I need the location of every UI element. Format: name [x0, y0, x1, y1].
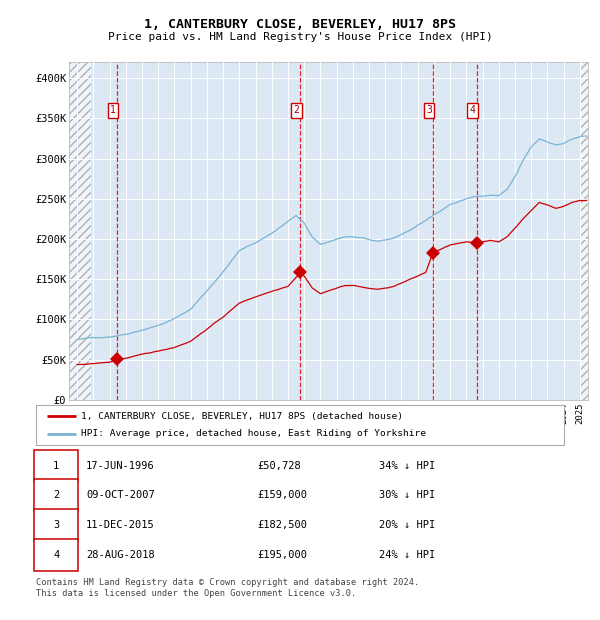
Text: £195,000: £195,000	[258, 550, 308, 560]
Text: 17-JUN-1996: 17-JUN-1996	[86, 461, 155, 471]
Text: 20% ↓ HPI: 20% ↓ HPI	[379, 520, 436, 530]
Text: Price paid vs. HM Land Registry's House Price Index (HPI): Price paid vs. HM Land Registry's House …	[107, 32, 493, 42]
FancyBboxPatch shape	[36, 405, 564, 445]
FancyBboxPatch shape	[34, 509, 78, 541]
Text: 1: 1	[110, 105, 116, 115]
FancyBboxPatch shape	[34, 539, 78, 571]
Text: 30% ↓ HPI: 30% ↓ HPI	[379, 490, 436, 500]
Text: 3: 3	[426, 105, 432, 115]
Text: £50,728: £50,728	[258, 461, 302, 471]
Text: 3: 3	[53, 520, 59, 530]
Text: 28-AUG-2018: 28-AUG-2018	[86, 550, 155, 560]
Text: 24% ↓ HPI: 24% ↓ HPI	[379, 550, 436, 560]
Text: 34% ↓ HPI: 34% ↓ HPI	[379, 461, 436, 471]
Text: Contains HM Land Registry data © Crown copyright and database right 2024.: Contains HM Land Registry data © Crown c…	[36, 578, 419, 587]
FancyBboxPatch shape	[34, 479, 78, 511]
Text: 1, CANTERBURY CLOSE, BEVERLEY, HU17 8PS (detached house): 1, CANTERBURY CLOSE, BEVERLEY, HU17 8PS …	[81, 412, 403, 420]
Text: 2: 2	[53, 490, 59, 500]
FancyBboxPatch shape	[34, 450, 78, 482]
Text: 4: 4	[53, 550, 59, 560]
Text: 11-DEC-2015: 11-DEC-2015	[86, 520, 155, 530]
Text: This data is licensed under the Open Government Licence v3.0.: This data is licensed under the Open Gov…	[36, 589, 356, 598]
Text: 2: 2	[293, 105, 299, 115]
Text: £182,500: £182,500	[258, 520, 308, 530]
Text: 1: 1	[53, 461, 59, 471]
Text: 4: 4	[470, 105, 476, 115]
Text: HPI: Average price, detached house, East Riding of Yorkshire: HPI: Average price, detached house, East…	[81, 430, 426, 438]
Text: £159,000: £159,000	[258, 490, 308, 500]
Text: 09-OCT-2007: 09-OCT-2007	[86, 490, 155, 500]
Text: 1, CANTERBURY CLOSE, BEVERLEY, HU17 8PS: 1, CANTERBURY CLOSE, BEVERLEY, HU17 8PS	[144, 19, 456, 31]
